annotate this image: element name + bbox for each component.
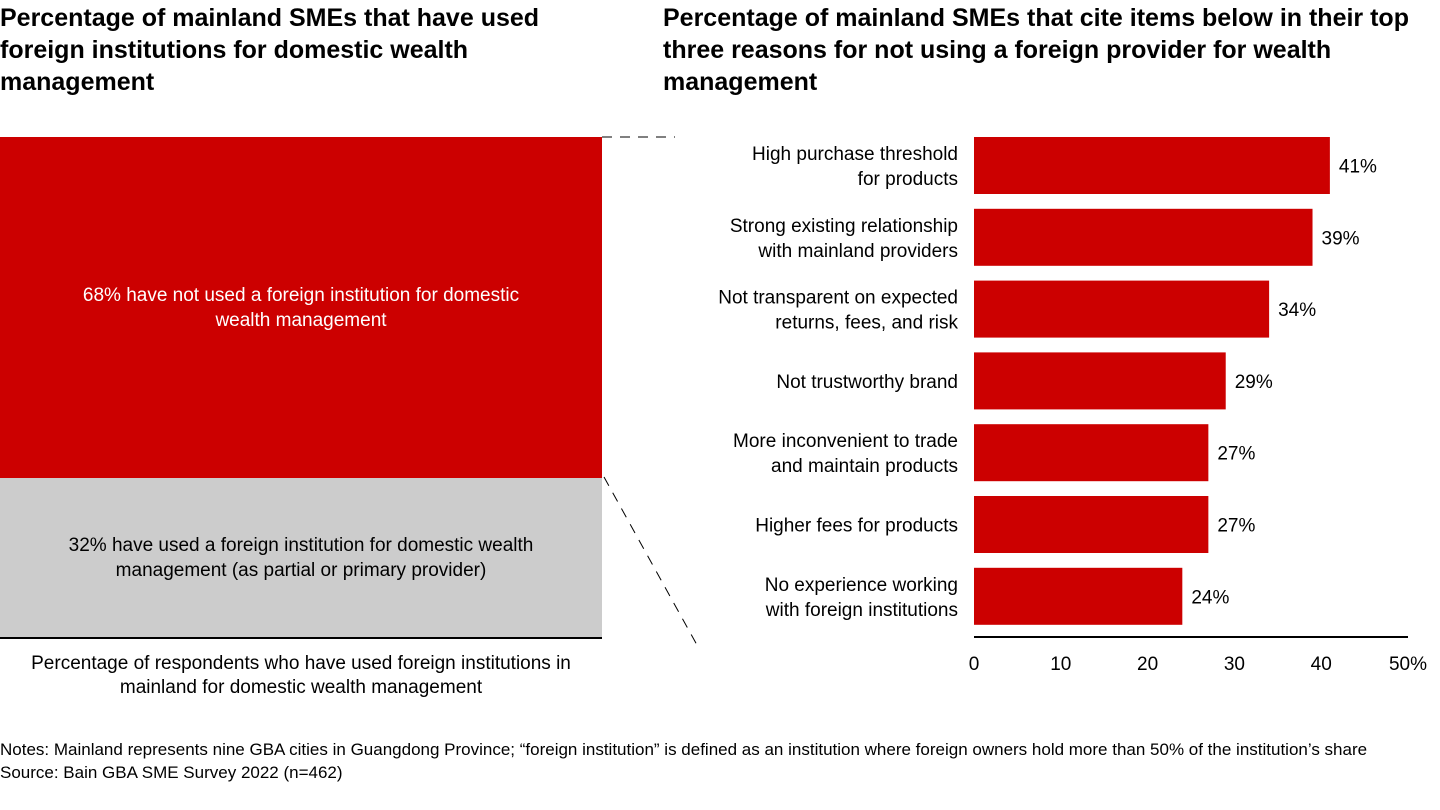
x-tick-label-4: 40 [1311,654,1332,675]
bar-1 [974,208,1313,266]
category-label-4-1: and maintain products [771,456,958,477]
x-tick-label-2: 20 [1137,654,1158,675]
category-label-1-0: Strong existing relationship [730,216,958,237]
segment-used-label: 32% have used a foreign institution for … [68,535,534,581]
bar-5 [974,496,1209,553]
segment-not-used: 68% have not used a foreign institution … [0,137,602,478]
category-label-3-0: Not trustworthy brand [776,372,958,393]
stacked-bar-baseline [0,637,602,639]
x-tick-label-0: 0 [969,654,980,675]
category-label-4-0: More inconvenient to trade [733,431,958,452]
bar-3 [974,352,1226,410]
right-chart-title: Percentage of mainland SMEs that cite it… [663,4,1409,96]
value-label-3: 29% [1235,372,1273,393]
segment-used: 32% have used a foreign institution for … [0,478,602,638]
category-label-6-0: No experience working [765,575,958,596]
bar-6 [974,567,1183,625]
category-label-0-0: High purchase threshold [752,144,958,165]
stacked-bar-caption: Percentage of respondents who have used … [31,653,571,698]
value-label-6: 24% [1191,587,1229,608]
x-tick-label-1: 10 [1050,654,1071,675]
value-label-4: 27% [1217,444,1255,465]
value-label-0: 41% [1339,157,1377,178]
bar-0 [974,137,1330,194]
category-label-0-1: for products [858,169,958,190]
notes-section: Notes: Mainland represents nine GBA citi… [0,738,1420,784]
stacked-bar: 68% have not used a foreign institution … [0,137,602,638]
category-label-6-1: with foreign institutions [765,600,958,621]
notes-text: Notes: Mainland represents nine GBA citi… [0,740,1368,759]
value-label-2: 34% [1278,300,1316,321]
category-label-2-0: Not transparent on expected [718,288,958,309]
category-label-5-0: Higher fees for products [755,516,958,537]
x-tick-label-3: 30 [1224,654,1245,675]
category-label-2-1: returns, fees, and risk [775,313,958,334]
value-label-1: 39% [1322,228,1360,249]
value-label-5: 27% [1217,516,1255,537]
source-text: Source: Bain GBA SME Survey 2022 (n=462) [0,763,343,782]
segment-not-used-label: 68% have not used a foreign institution … [82,284,520,331]
left-chart-title: Percentage of mainland SMEs that have us… [0,4,540,96]
x-tick-label-5: 50% [1389,654,1427,675]
bar-2 [974,280,1270,338]
bar-4 [974,424,1209,482]
category-label-1-1: with mainland providers [757,241,958,262]
